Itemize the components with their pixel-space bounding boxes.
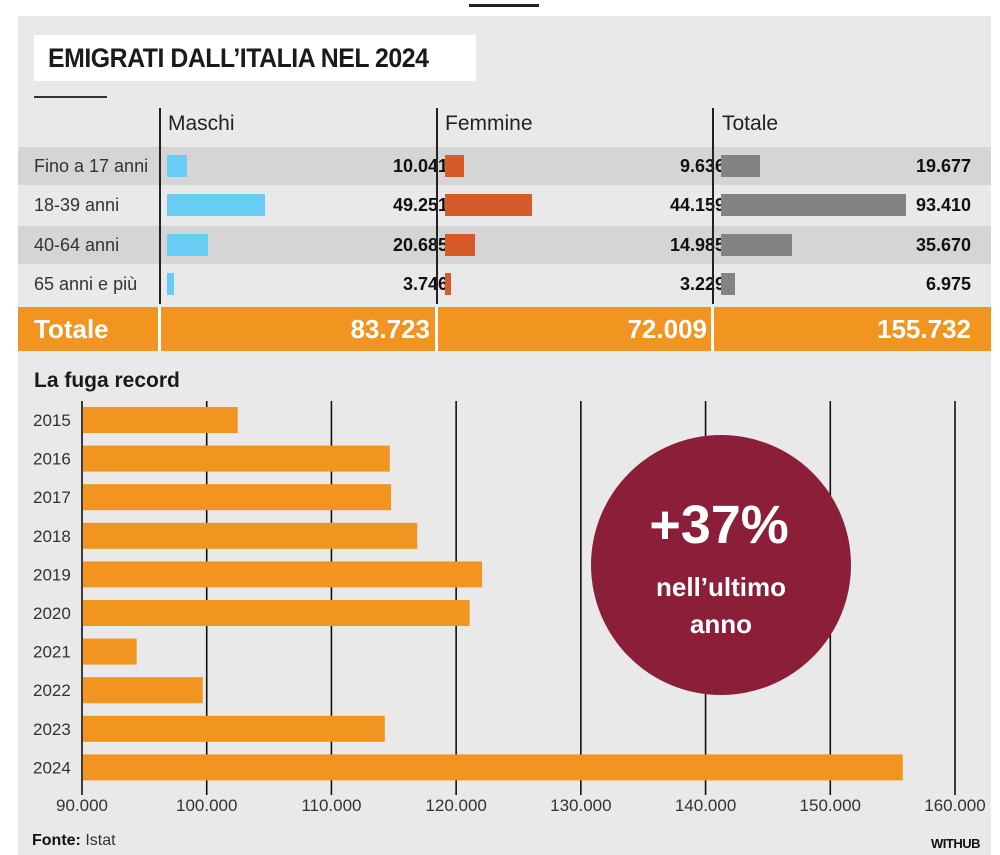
- value-femmine: 14.985: [669, 235, 725, 255]
- column-divider: [159, 108, 161, 304]
- value-totale: 93.410: [915, 195, 971, 215]
- brand-logo: WITHUB: [931, 836, 981, 851]
- x-tick-label: 140.000: [675, 796, 736, 815]
- bar-totale: [721, 194, 906, 216]
- percent-badge: [591, 435, 851, 695]
- year-label: 2020: [33, 604, 71, 623]
- badge-percent: +37%: [649, 495, 789, 555]
- bar-femmine: [445, 194, 533, 216]
- column-divider: [436, 108, 438, 304]
- age-label: Fino a 17 anni: [34, 156, 149, 176]
- age-label: 40-64 anni: [34, 235, 120, 255]
- value-maschi: 20.685: [392, 235, 448, 255]
- year-label: 2018: [33, 527, 71, 546]
- source-name: Istat: [85, 832, 116, 849]
- year-label: 2023: [33, 720, 71, 739]
- source-note: Fonte: Istat: [32, 832, 116, 850]
- value-maschi: 10.041: [392, 156, 448, 176]
- age-label: 18-39 anni: [34, 195, 120, 215]
- col-header-maschi: Maschi: [168, 112, 235, 135]
- value-femmine: 9.636: [679, 156, 725, 176]
- bar-maschi: [167, 194, 265, 216]
- bar-femmine: [445, 155, 465, 177]
- bar-2022: [83, 677, 203, 704]
- table-row: 18-39 anni 49.251 44.159 93.410: [18, 186, 991, 224]
- year-label: 2021: [33, 643, 71, 662]
- title-underline: [34, 96, 107, 98]
- bar-2016: [83, 445, 390, 472]
- bar-maschi: [167, 155, 187, 177]
- year-label: 2019: [33, 565, 71, 584]
- bar-femmine: [445, 234, 475, 256]
- bar-2018: [83, 522, 418, 549]
- total-maschi: 83.723: [350, 314, 430, 344]
- age-label: 65 anni e più: [34, 274, 138, 294]
- top-rule: [469, 4, 539, 7]
- x-tick-label: 160.000: [924, 796, 985, 815]
- x-tick-label: 90.000: [56, 796, 108, 815]
- value-femmine: 3.229: [679, 274, 725, 294]
- bar-2021: [83, 638, 137, 665]
- bar-maschi: [167, 273, 175, 295]
- x-tick-label: 100.000: [176, 796, 237, 815]
- x-tick-label: 120.000: [425, 796, 486, 815]
- chart-title: La fuga record: [34, 369, 180, 392]
- value-totale: 19.677: [915, 156, 971, 176]
- col-header-femmine: Femmine: [445, 112, 533, 135]
- total-femmine: 72.009: [627, 314, 707, 344]
- badge-line2: anno: [690, 609, 752, 639]
- total-divider: [158, 307, 161, 351]
- bar-femmine: [445, 273, 452, 295]
- col-header-totale: Totale: [722, 112, 779, 135]
- bar-2023: [83, 715, 385, 742]
- page-title: EMIGRATI DALL’ITALIA NEL 2024: [48, 42, 429, 73]
- x-tick-label: 150.000: [800, 796, 861, 815]
- value-totale: 35.670: [915, 235, 971, 255]
- value-maschi: 49.251: [392, 195, 448, 215]
- year-label: 2015: [33, 411, 71, 430]
- value-totale: 6.975: [925, 274, 971, 294]
- badge-line1: nell’ultimo: [656, 572, 786, 602]
- bar-2015: [83, 407, 238, 433]
- table-row: Fino a 17 anni 10.041 9.636 19.677: [18, 147, 991, 185]
- year-label: 2022: [33, 681, 71, 700]
- total-row: Totale 83.723 72.009 155.732: [18, 307, 991, 351]
- bar-totale: [721, 273, 735, 295]
- bar-totale: [721, 155, 760, 177]
- bar-2019: [83, 561, 483, 588]
- title-box: EMIGRATI DALL’ITALIA NEL 2024: [34, 35, 476, 81]
- column-divider: [712, 108, 714, 304]
- total-divider: [711, 307, 714, 351]
- bar-2017: [83, 484, 392, 511]
- bar-2020: [83, 600, 470, 626]
- total-label: Totale: [34, 314, 109, 344]
- x-tick-label: 130.000: [550, 796, 611, 815]
- source-label: Fonte:: [32, 832, 81, 849]
- value-maschi: 3.746: [402, 274, 448, 294]
- table-row: 65 anni e più 3.746 3.229 6.975: [18, 265, 991, 303]
- bar-maschi: [167, 234, 208, 256]
- total-divider: [435, 307, 438, 351]
- bar-2024: [83, 754, 903, 781]
- bar-totale: [721, 234, 792, 256]
- table-row: 40-64 anni 20.685 14.985 35.670: [18, 226, 991, 264]
- value-femmine: 44.159: [669, 195, 725, 215]
- total-totale: 155.732: [877, 314, 971, 344]
- year-label: 2024: [33, 758, 71, 777]
- bar-chart: 2015 2016 2017 2018 2019 2020 2021 2022 2023 2024…: [33, 401, 986, 815]
- x-tick-label: 110.000: [301, 796, 361, 815]
- year-label: 2017: [33, 488, 71, 507]
- year-label: 2016: [33, 450, 71, 469]
